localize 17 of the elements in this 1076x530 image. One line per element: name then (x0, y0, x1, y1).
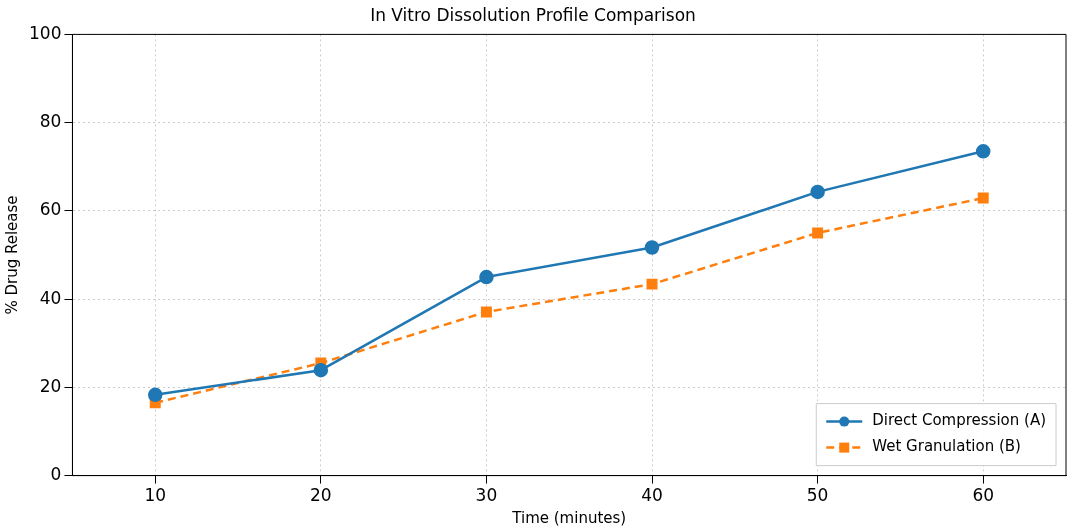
x-tick-label: 60 (972, 485, 995, 506)
x-tick-label: 20 (310, 485, 332, 506)
x-tick-label: 30 (475, 485, 498, 506)
y-tick-label: 0 (50, 464, 62, 485)
x-tick-label: 40 (641, 485, 663, 506)
x-tick-label: 10 (144, 485, 167, 506)
y-tick-label: 40 (39, 287, 62, 308)
y-tick-label: 20 (39, 375, 62, 396)
y-tick-label: 60 (39, 199, 62, 220)
x-tick-label: 50 (806, 485, 829, 506)
chart-title: In Vitro Dissolution Profile Comparison (370, 4, 696, 25)
y-tick-label: 100 (28, 22, 62, 43)
y-tick-label: 80 (39, 111, 62, 132)
legend-label: Wet Granulation (B) (872, 437, 1021, 456)
legend-label: Direct Compression (A) (872, 411, 1046, 430)
x-axis-title: Time (minutes) (511, 508, 627, 527)
y-axis-title: % Drug Release (2, 195, 21, 315)
